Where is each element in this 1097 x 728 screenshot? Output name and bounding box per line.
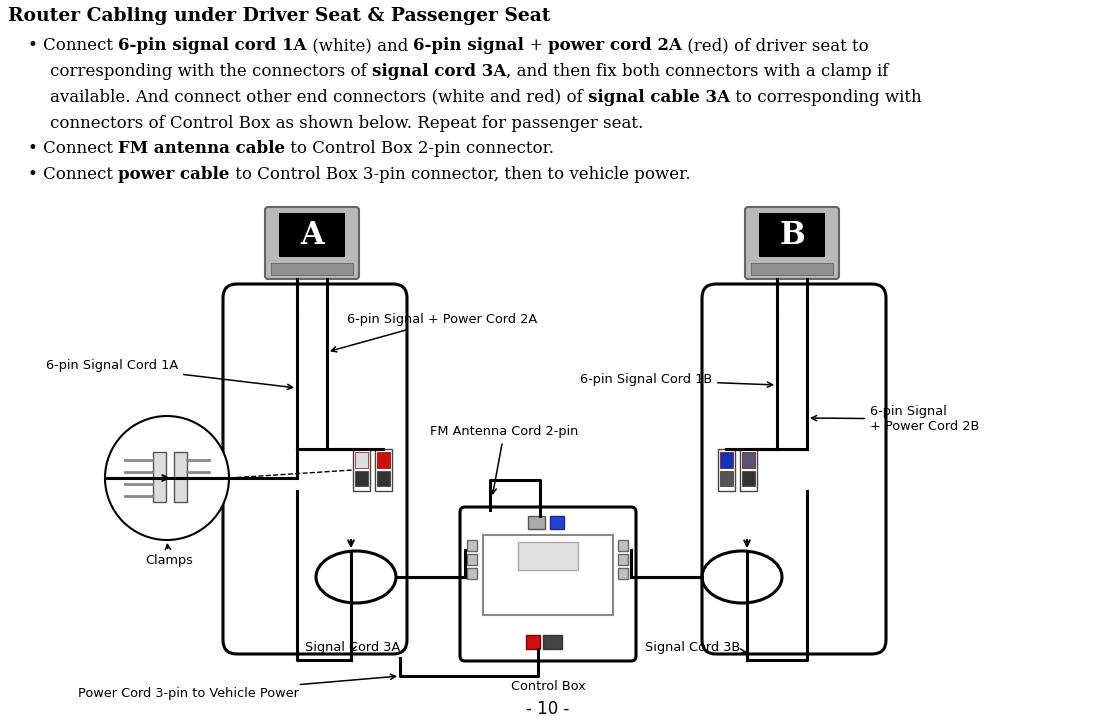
Text: signal cord 3A: signal cord 3A — [372, 63, 507, 80]
Text: to Control Box 3-pin connector, then to vehicle power.: to Control Box 3-pin connector, then to … — [229, 166, 690, 183]
Text: (white) and: (white) and — [307, 37, 414, 54]
Text: Control Box: Control Box — [510, 680, 586, 693]
Text: corresponding with the connectors of: corresponding with the connectors of — [50, 63, 372, 80]
Text: • Connect: • Connect — [29, 141, 118, 157]
Bar — [543, 635, 562, 649]
Text: FM Antenna Cord 2-pin: FM Antenna Cord 2-pin — [430, 425, 578, 494]
Text: available. And connect other end connectors (white and red) of: available. And connect other end connect… — [50, 89, 588, 106]
FancyBboxPatch shape — [265, 207, 359, 279]
Bar — [742, 452, 755, 468]
Text: to corresponding with: to corresponding with — [731, 89, 921, 106]
Bar — [525, 635, 540, 649]
Text: 6-pin Signal
+ Power Cord 2B: 6-pin Signal + Power Cord 2B — [812, 405, 980, 433]
Bar — [152, 452, 166, 502]
Text: Clamps: Clamps — [145, 545, 193, 567]
Bar — [467, 568, 477, 579]
Text: Signal Cord 3B: Signal Cord 3B — [645, 641, 746, 654]
Bar — [352, 449, 370, 491]
Text: (red) of driver seat to: (red) of driver seat to — [682, 37, 869, 54]
Bar — [720, 452, 733, 468]
Bar — [759, 213, 825, 257]
Circle shape — [105, 416, 229, 540]
Bar — [467, 554, 477, 565]
Text: • Connect: • Connect — [29, 166, 118, 183]
Text: Router Cabling under Driver Seat & Passenger Seat: Router Cabling under Driver Seat & Passe… — [8, 7, 551, 25]
Text: 6-pin signal: 6-pin signal — [414, 37, 524, 54]
Bar — [618, 540, 627, 551]
Text: Power Cord 3-pin to Vehicle Power: Power Cord 3-pin to Vehicle Power — [78, 674, 396, 700]
Text: 6-pin Signal Cord 1A: 6-pin Signal Cord 1A — [46, 360, 293, 389]
Text: +: + — [524, 37, 548, 54]
Bar — [279, 213, 344, 257]
Bar — [467, 540, 477, 551]
Text: , and then fix both connectors with a clamp if: , and then fix both connectors with a cl… — [507, 63, 889, 80]
Text: FM antenna cable: FM antenna cable — [118, 141, 285, 157]
Bar — [174, 452, 186, 502]
Bar — [518, 542, 578, 570]
Bar — [717, 449, 735, 491]
Bar — [376, 452, 389, 468]
Bar — [271, 263, 353, 275]
Bar — [354, 471, 367, 486]
Text: to Control Box 2-pin connector.: to Control Box 2-pin connector. — [285, 141, 554, 157]
Text: • Connect: • Connect — [29, 37, 118, 54]
Text: 6-pin Signal Cord 1B: 6-pin Signal Cord 1B — [580, 373, 772, 387]
Text: Signal Cord 3A: Signal Cord 3A — [305, 641, 400, 654]
Text: connectors of Control Box as shown below. Repeat for passenger seat.: connectors of Control Box as shown below… — [50, 114, 643, 132]
Bar — [751, 263, 833, 275]
Bar — [376, 471, 389, 486]
Bar — [618, 568, 627, 579]
Bar — [739, 449, 757, 491]
Text: 6-pin signal cord 1A: 6-pin signal cord 1A — [118, 37, 307, 54]
Bar — [528, 516, 545, 529]
Bar — [618, 554, 627, 565]
Text: A: A — [301, 220, 324, 250]
Bar — [374, 449, 392, 491]
Text: - 10 -: - 10 - — [527, 700, 569, 718]
Text: power cable: power cable — [118, 166, 229, 183]
Bar — [483, 535, 613, 615]
Text: B: B — [779, 220, 805, 250]
Bar — [354, 452, 367, 468]
Text: power cord 2A: power cord 2A — [548, 37, 682, 54]
Text: 6-pin Signal + Power Cord 2A: 6-pin Signal + Power Cord 2A — [331, 314, 538, 352]
Bar — [550, 516, 564, 529]
FancyBboxPatch shape — [745, 207, 839, 279]
Text: signal cable 3A: signal cable 3A — [588, 89, 731, 106]
Bar — [742, 471, 755, 486]
Bar — [720, 471, 733, 486]
